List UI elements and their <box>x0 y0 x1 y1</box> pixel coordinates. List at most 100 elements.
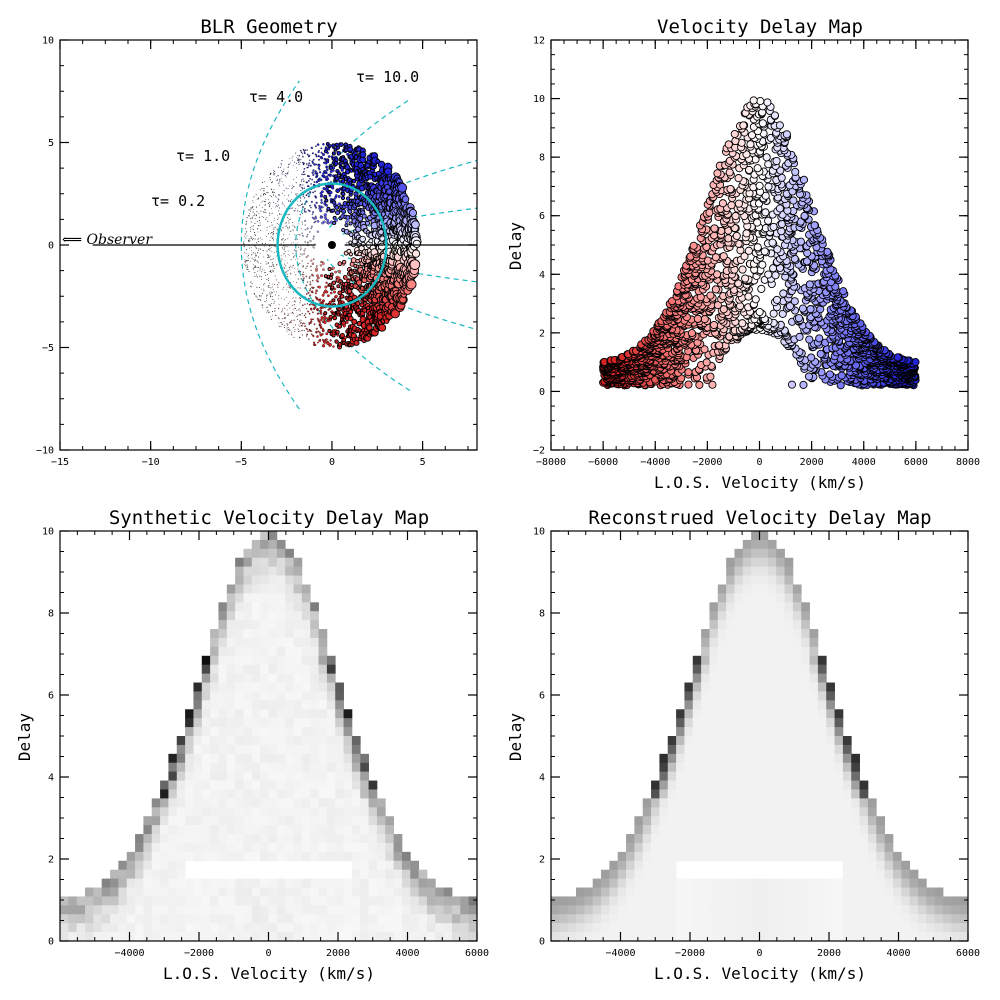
vdm-point <box>839 287 848 296</box>
vdm-point <box>760 247 769 256</box>
cloud-point <box>273 268 275 270</box>
cloud-point <box>319 309 323 313</box>
cloud-point <box>255 254 257 256</box>
cloud-point <box>256 198 258 200</box>
cloud-point <box>262 268 264 270</box>
cloud-point <box>315 154 318 156</box>
cloud-point <box>325 338 328 341</box>
cloud-point <box>289 208 291 209</box>
cloud-point <box>314 196 318 199</box>
cloud-point <box>267 285 269 287</box>
cloud-point <box>317 166 320 170</box>
cloud-point <box>265 219 267 220</box>
cloud-point <box>297 209 299 211</box>
cloud-point <box>281 164 282 166</box>
cloud-point <box>304 323 306 325</box>
cloud-point <box>288 329 290 331</box>
cloud-point <box>325 290 329 294</box>
cloud-point <box>303 279 305 281</box>
cloud-point <box>281 173 283 175</box>
cloud-point <box>319 264 323 267</box>
vdm-point <box>795 332 804 341</box>
cloud-point <box>304 313 307 315</box>
cloud-point <box>282 310 283 312</box>
cloud-point <box>293 300 295 302</box>
cloud-point <box>260 210 262 212</box>
cloud-point <box>255 247 257 249</box>
cloud-point <box>315 145 317 148</box>
cloud-point <box>246 260 248 262</box>
cloud-point <box>309 177 311 180</box>
cloud-point <box>246 265 248 267</box>
cloud-point <box>256 228 259 230</box>
cloud-point <box>311 178 313 181</box>
cloud-point <box>284 267 286 270</box>
cloud-point <box>252 258 254 260</box>
cloud-point <box>304 224 306 226</box>
cloud-point <box>303 170 305 173</box>
cloud-point <box>293 249 295 251</box>
cloud-point <box>336 284 341 289</box>
vdm-point <box>810 221 819 230</box>
cloud-point <box>314 220 317 223</box>
cloud-point <box>278 185 280 187</box>
cloud-point <box>290 218 292 220</box>
vdm-point <box>684 368 693 377</box>
cloud-point <box>340 191 346 197</box>
cloud-point <box>269 226 271 228</box>
cloud-point <box>269 204 271 206</box>
cloud-point <box>259 294 260 296</box>
cloud-point <box>258 287 260 289</box>
cloud-point <box>297 203 299 205</box>
y-tick-label: −5 <box>42 343 54 354</box>
cloud-point <box>306 200 308 203</box>
cloud-point <box>301 232 303 235</box>
cloud-point <box>299 211 301 213</box>
cloud-point <box>281 239 282 240</box>
cloud-point <box>278 199 280 201</box>
cloud-point <box>312 237 315 240</box>
cloud-point <box>302 304 304 307</box>
cloud-point <box>297 270 300 272</box>
cloud-point <box>303 314 306 317</box>
cloud-point <box>257 252 259 254</box>
cloud-point <box>278 295 280 297</box>
cloud-point <box>252 228 254 230</box>
cloud-point <box>287 270 289 272</box>
cloud-point <box>267 257 269 259</box>
cloud-point <box>294 330 296 332</box>
cloud-point <box>306 149 308 151</box>
cloud-point <box>312 173 315 176</box>
chart-title: BLR Geometry <box>200 16 337 38</box>
cloud-point <box>255 255 257 257</box>
cloud-point <box>307 262 309 265</box>
cloud-point <box>304 152 306 154</box>
isodelay-label-10.0: τ= 10.0 <box>356 68 419 86</box>
cloud-point <box>283 287 285 288</box>
cloud-point <box>259 222 261 224</box>
cloud-point <box>310 308 313 311</box>
cloud-point <box>261 279 262 280</box>
cloud-point <box>279 213 281 215</box>
cloud-point <box>272 232 274 233</box>
cloud-point <box>287 173 289 175</box>
cloud-point <box>260 195 262 197</box>
cloud-point <box>326 151 329 155</box>
cloud-point <box>368 238 374 244</box>
cloud-point <box>269 245 271 247</box>
cloud-point <box>328 165 333 171</box>
cloud-point <box>329 282 332 286</box>
cloud-point <box>251 254 253 256</box>
vdm-point <box>695 380 704 389</box>
cloud-point <box>311 225 313 228</box>
cloud-point <box>260 248 262 250</box>
cloud-point <box>255 246 256 248</box>
cloud-point <box>309 164 312 167</box>
cloud-point <box>271 286 273 288</box>
cloud-point <box>308 321 311 324</box>
cloud-point <box>308 289 311 292</box>
cloud-point <box>307 310 310 313</box>
cloud-point <box>340 195 346 201</box>
cloud-point <box>272 299 274 301</box>
